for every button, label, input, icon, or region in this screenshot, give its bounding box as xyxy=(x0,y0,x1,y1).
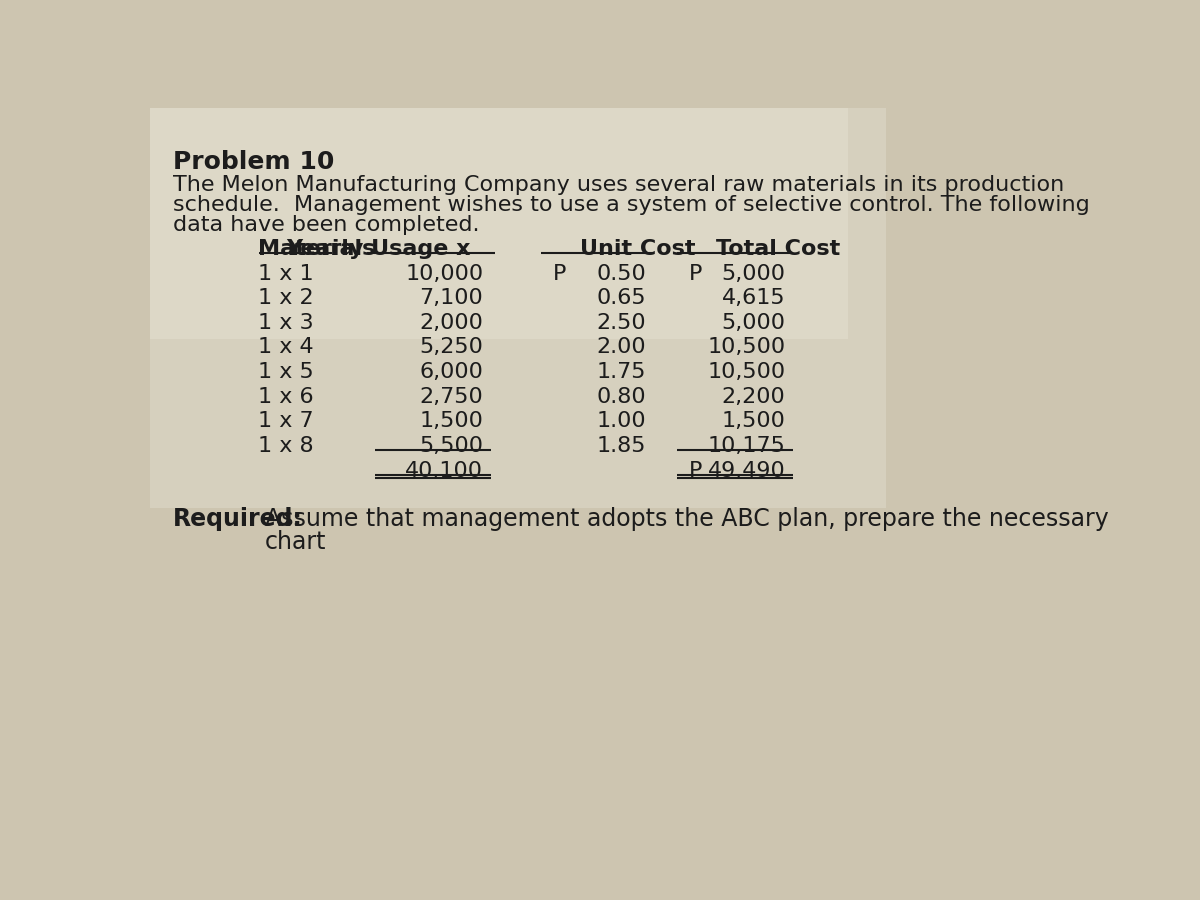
Text: Required:: Required: xyxy=(173,507,304,531)
Text: 10,500: 10,500 xyxy=(707,362,786,382)
Text: 5,500: 5,500 xyxy=(419,436,484,456)
Text: 1.85: 1.85 xyxy=(596,436,646,456)
Text: 10,175: 10,175 xyxy=(708,436,786,456)
Text: 0.65: 0.65 xyxy=(596,288,646,308)
Text: 49,490: 49,490 xyxy=(708,461,786,481)
Text: Yearly Usage x: Yearly Usage x xyxy=(287,238,470,259)
Text: schedule.  Management wishes to use a system of selective control. The following: schedule. Management wishes to use a sys… xyxy=(173,195,1090,215)
Text: 2.50: 2.50 xyxy=(596,313,646,333)
Text: 10,500: 10,500 xyxy=(707,338,786,357)
Text: 1.75: 1.75 xyxy=(596,362,646,382)
Text: 6,000: 6,000 xyxy=(419,362,484,382)
Bar xyxy=(150,108,847,339)
Text: Problem 10: Problem 10 xyxy=(173,150,335,175)
Bar xyxy=(150,108,887,508)
Text: 1,500: 1,500 xyxy=(419,411,484,431)
Text: 5,000: 5,000 xyxy=(721,264,786,284)
Text: 1,500: 1,500 xyxy=(721,411,786,431)
Text: Materials: Materials xyxy=(258,238,376,259)
Text: Total Cost: Total Cost xyxy=(715,238,840,259)
Text: 1 x 6: 1 x 6 xyxy=(258,387,314,407)
Text: P: P xyxy=(553,264,566,284)
Text: 7,100: 7,100 xyxy=(420,288,484,308)
Text: 5,250: 5,250 xyxy=(419,338,484,357)
Text: 4,615: 4,615 xyxy=(722,288,786,308)
Text: chart: chart xyxy=(265,530,326,554)
Text: P: P xyxy=(689,461,702,481)
Text: data have been completed.: data have been completed. xyxy=(173,215,480,235)
Text: 2,000: 2,000 xyxy=(419,313,484,333)
Text: 0.50: 0.50 xyxy=(596,264,646,284)
Text: 2,200: 2,200 xyxy=(721,387,786,407)
Text: The Melon Manufacturing Company uses several raw materials in its production: The Melon Manufacturing Company uses sev… xyxy=(173,175,1064,195)
Text: 1 x 3: 1 x 3 xyxy=(258,313,314,333)
Text: 0.80: 0.80 xyxy=(596,387,646,407)
Text: 2,750: 2,750 xyxy=(420,387,484,407)
Text: Unit Cost: Unit Cost xyxy=(581,238,696,259)
Text: P: P xyxy=(689,264,702,284)
Text: 2.00: 2.00 xyxy=(596,338,646,357)
Text: 5,000: 5,000 xyxy=(721,313,786,333)
Text: 40,100: 40,100 xyxy=(406,461,484,481)
Text: 1 x 1: 1 x 1 xyxy=(258,264,314,284)
Text: 10,000: 10,000 xyxy=(406,264,484,284)
Text: 1 x 5: 1 x 5 xyxy=(258,362,314,382)
Text: 1.00: 1.00 xyxy=(596,411,646,431)
Text: 1 x 8: 1 x 8 xyxy=(258,436,314,456)
Text: 1 x 4: 1 x 4 xyxy=(258,338,314,357)
Text: Assume that management adopts the ABC plan, prepare the necessary: Assume that management adopts the ABC pl… xyxy=(265,507,1109,531)
Text: 1 x 7: 1 x 7 xyxy=(258,411,314,431)
Text: 1 x 2: 1 x 2 xyxy=(258,288,314,308)
